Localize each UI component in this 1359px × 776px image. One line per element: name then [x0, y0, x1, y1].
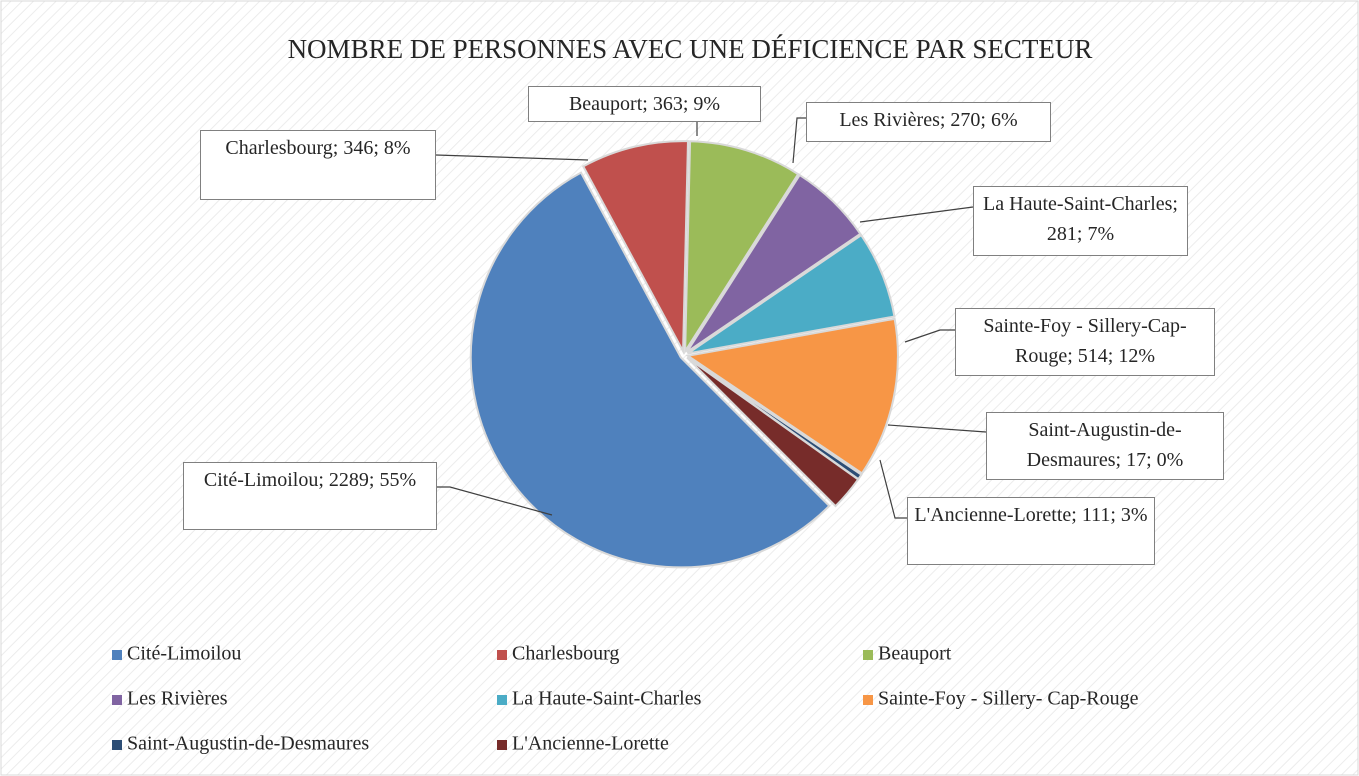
pie-slice — [685, 173, 862, 353]
legend-swatch — [497, 650, 507, 660]
pie-slice — [684, 140, 800, 355]
pie-slice — [469, 171, 831, 569]
legend-label: L'Ancienne-Lorette — [512, 733, 669, 755]
leader-line — [435, 154, 589, 161]
legend-label: Cité-Limoilou — [127, 643, 241, 665]
leader-line — [859, 206, 974, 223]
data-label: La Haute-Saint-Charles; 281; 7% — [973, 186, 1188, 256]
legend-swatch — [112, 650, 122, 660]
legend-swatch — [863, 650, 873, 660]
data-label: Saint-Augustin-de-Desmaures; 17; 0% — [986, 412, 1224, 480]
legend-label: Les Rivières — [127, 688, 228, 710]
pie-slice — [581, 140, 690, 355]
pie-slice — [685, 317, 899, 475]
data-label: Sainte-Foy - Sillery-Cap-Rouge; 514; 12% — [955, 308, 1215, 376]
leader-line — [792, 117, 806, 164]
leader-line — [887, 424, 987, 433]
pie-slice — [687, 233, 896, 355]
leader-line — [437, 486, 553, 516]
pie-slice — [686, 356, 860, 508]
leader-line — [904, 329, 955, 343]
data-label: Charlesbourg; 346; 8% — [200, 130, 436, 200]
legend-label: Charlesbourg — [512, 643, 619, 665]
leader-line — [879, 459, 907, 519]
legend-swatch — [112, 695, 122, 705]
chart-title: NOMBRE DE PERSONNES AVEC UNE DÉFICIENCE … — [288, 34, 1093, 64]
legend-swatch — [112, 740, 122, 750]
legend-swatch — [497, 695, 507, 705]
legend-swatch — [863, 695, 873, 705]
data-label: Les Rivières; 270; 6% — [806, 102, 1051, 142]
data-label: Cité-Limoilou; 2289; 55% — [183, 462, 437, 530]
legend-swatch — [497, 740, 507, 750]
legend-label: Beauport — [878, 643, 952, 665]
legend-label: Sainte-Foy - Sillery- Cap-Rouge — [878, 688, 1139, 710]
legend-label: Saint-Augustin-de-Desmaures — [127, 733, 369, 755]
data-label: Beauport; 363; 9% — [528, 86, 761, 122]
legend-label: La Haute-Saint-Charles — [512, 688, 702, 710]
data-label: L'Ancienne-Lorette; 111; 3% — [907, 497, 1155, 565]
